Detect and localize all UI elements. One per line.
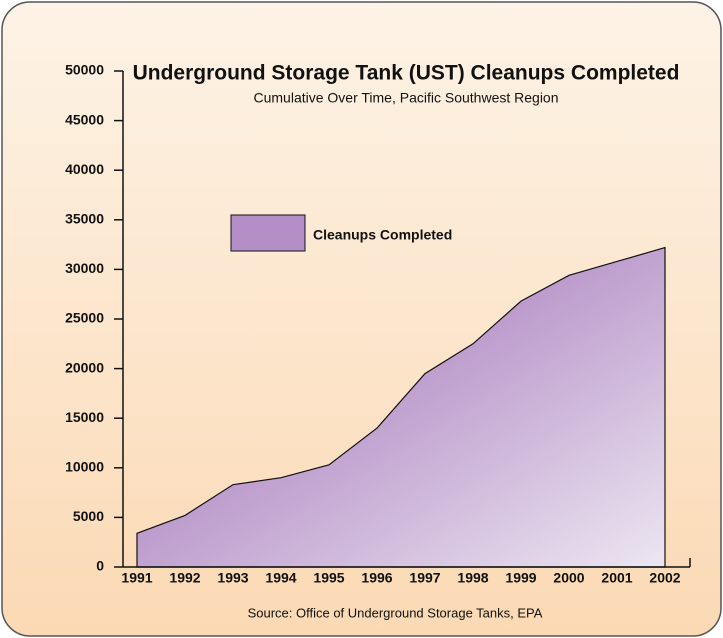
x-tick-label: 1997 (409, 570, 440, 586)
y-tick-label: 10000 (65, 459, 104, 475)
y-tick-label: 30000 (65, 260, 104, 276)
y-tick-label: 50000 (65, 62, 104, 78)
x-tick-label: 2001 (601, 570, 632, 586)
x-tick-label: 1998 (457, 570, 488, 586)
x-tick-label: 1999 (505, 570, 536, 586)
y-tick-label: 15000 (65, 409, 104, 425)
x-tick-label: 1995 (313, 570, 344, 586)
y-tick-label: 45000 (65, 111, 104, 127)
y-tick-label: 35000 (65, 211, 104, 227)
chart-subtitle: Cumulative Over Time, Pacific Southwest … (253, 90, 558, 106)
legend-label: Cleanups Completed (313, 227, 452, 243)
x-tick-label: 2000 (553, 570, 584, 586)
x-tick-label: 1991 (121, 570, 152, 586)
x-tick-label: 1992 (169, 570, 200, 586)
source: Source: Office of Underground Storage Ta… (248, 605, 543, 620)
y-tick-label: 40000 (65, 161, 104, 177)
y-tick-label: 20000 (65, 359, 104, 375)
legend-swatch (230, 214, 306, 252)
chart-title: Underground Storage Tank (UST) Cleanups … (133, 62, 680, 85)
x-tick-label: 1994 (265, 570, 296, 586)
y-tick-label: 0 (96, 558, 104, 574)
x-tick-label: 1993 (217, 570, 248, 586)
x-tick-label: 1996 (361, 570, 392, 586)
area (136, 246, 666, 568)
y-tick-label: 25000 (65, 310, 104, 326)
y-tick-label: 5000 (73, 508, 104, 524)
x-tick-label: 2002 (649, 570, 680, 586)
